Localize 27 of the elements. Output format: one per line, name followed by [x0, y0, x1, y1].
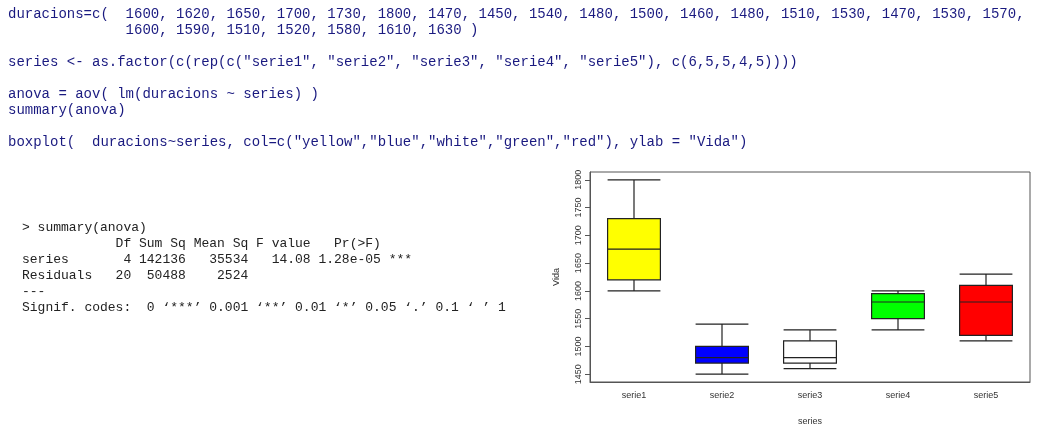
text: summary(anova): [8, 102, 126, 118]
text: duracions=c( 1600, 1620, 1650, 1700, 1730, 1800, 1470, 1450, 1540, 1480, 1500, 1460, 1480, 1510, 1530, 1470, 1530, 1570,: [8, 6, 1025, 22]
text: 1600, 1590, 1510, 1520, 1580, 1610, 1630 ): [124, 22, 479, 38]
text: Residuals 20 50488 2524: [22, 268, 250, 283]
text: anova = aov( lm(duracions ~ series) ): [8, 86, 319, 102]
y-tick-label: 1450: [572, 364, 583, 385]
text: > summary(anova): [22, 220, 147, 235]
y-tick-label: 1550: [572, 308, 583, 329]
y-tick-label: 1650: [572, 253, 583, 274]
y-tick-label: 1800: [572, 169, 583, 190]
y-axis-title: Vida: [550, 268, 561, 286]
text: ---: [22, 284, 46, 299]
x-tick-label: serie5: [973, 389, 999, 400]
y-tick-label: 1750: [572, 197, 583, 218]
text: boxplot( duracions~series, col=c("yellow","blue","white","green","red"), ylab = "Vida"): [8, 134, 748, 150]
y-tick-label: 1700: [572, 225, 583, 246]
text: Signif. codes: 0 ‘***’ 0.001 ‘**’ 0.01 ‘*’ 0.05 ‘.’ 0.1 ‘ ’ 1: [22, 300, 506, 315]
x-tick-label: serie3: [797, 389, 823, 400]
x-axis-title: series: [797, 415, 823, 426]
x-tick-label: serie1: [621, 389, 647, 400]
y-tick-label: 1500: [572, 336, 583, 357]
text: series 4 142136 35534 14.08 1.28e-05 ***: [22, 252, 413, 267]
x-tick-label: serie2: [709, 389, 735, 400]
text: series <- as.factor(c(rep(c("serie1", "serie2", "serie3", "serie4", "serie5"), c(6,5,5,4,5)))): [8, 54, 798, 70]
text: Df Sum Sq Mean Sq F value Pr(>F): [114, 236, 382, 251]
y-tick-label: 1600: [572, 280, 583, 301]
x-tick-label: serie4: [885, 389, 911, 400]
